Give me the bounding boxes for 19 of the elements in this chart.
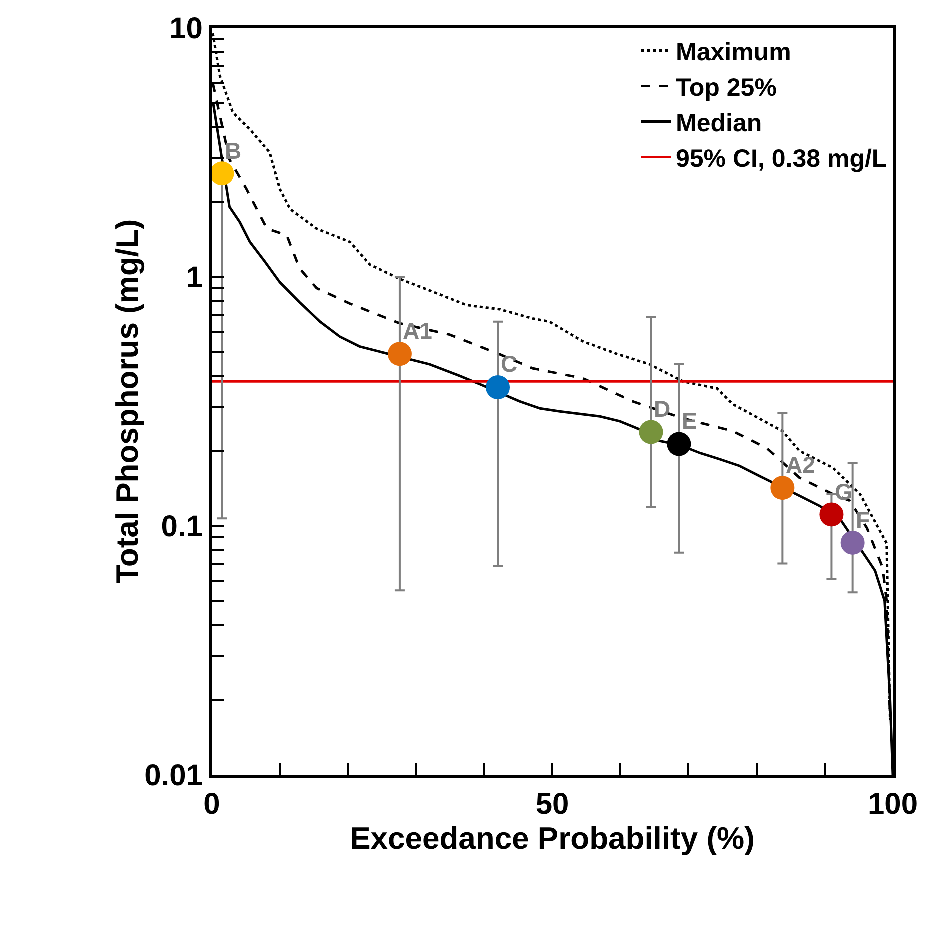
- x-axis-title: Exceedance Probability (%): [350, 821, 755, 856]
- annotation: D: [654, 396, 671, 422]
- y-tick-label: 1: [186, 262, 203, 294]
- annotation: B: [225, 138, 242, 164]
- legend-label: Top 25%: [676, 74, 777, 102]
- y-tick-label: 10: [170, 12, 203, 46]
- legend-label: Maximum: [676, 38, 792, 66]
- legend-label: Median: [676, 110, 762, 138]
- y-tick-label: 0.01: [144, 760, 203, 792]
- annotation: A2: [786, 452, 816, 478]
- y-axis-title: Total Phosphorus (mg/L): [110, 219, 145, 584]
- annotation: G: [835, 479, 853, 505]
- annotation: A1: [403, 318, 433, 344]
- x-tick-label: 50: [536, 788, 570, 821]
- x-tick-label: 0: [204, 788, 220, 821]
- annotation: C: [501, 351, 518, 377]
- x-tick-label: 100: [868, 788, 918, 821]
- y-tick-label: 0.1: [161, 510, 203, 544]
- legend-label: 95% CI, 0.38 mg/L: [676, 145, 888, 173]
